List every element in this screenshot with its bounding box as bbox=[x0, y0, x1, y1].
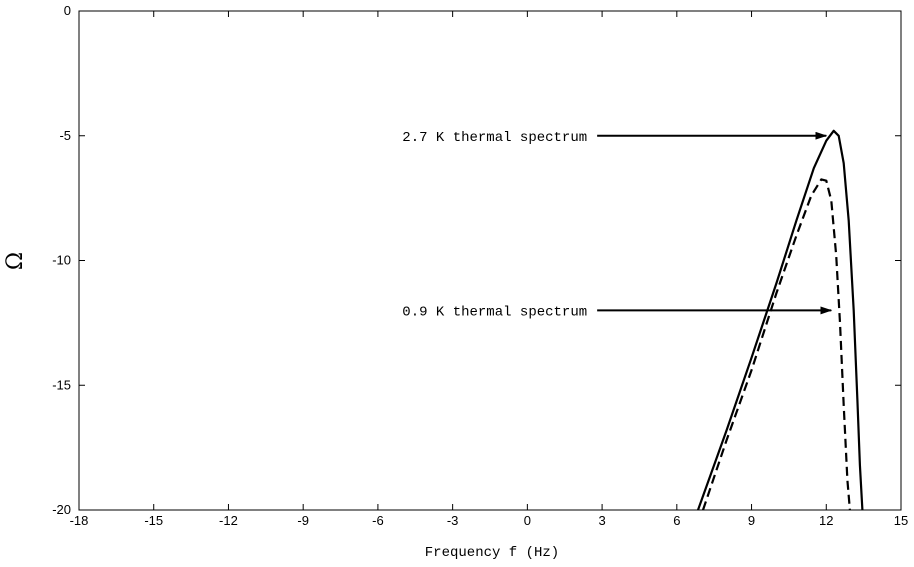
x-axis: -18 -15 -12 -9 -6 -3 0 3 6 9 12 15 bbox=[70, 11, 908, 528]
x-tick-label: -18 bbox=[70, 513, 89, 528]
x-tick-label: 0 bbox=[524, 513, 531, 528]
x-tick-label: 6 bbox=[673, 513, 680, 528]
y-tick-label: -5 bbox=[59, 128, 71, 143]
y-axis-label: Ω bbox=[3, 252, 28, 270]
y-tick-label: -10 bbox=[52, 253, 71, 268]
x-tick-label: 3 bbox=[598, 513, 605, 528]
x-tick-label: -12 bbox=[219, 513, 238, 528]
annotation-label: 0.9 K thermal spectrum bbox=[402, 304, 587, 320]
x-tick-label: 15 bbox=[894, 513, 908, 528]
x-axis-label: Frequency f (Hz) bbox=[425, 545, 559, 561]
x-tick-label: -9 bbox=[297, 513, 309, 528]
plot-area bbox=[78, 10, 902, 511]
series-line-dashed bbox=[701, 178, 851, 511]
x-tick-label: 9 bbox=[748, 513, 755, 528]
series-line-solid bbox=[696, 129, 864, 511]
series-layer bbox=[696, 129, 864, 511]
annotation-label: 2.7 K thermal spectrum bbox=[402, 130, 587, 146]
x-tick-label: -15 bbox=[144, 513, 163, 528]
y-tick-label: -15 bbox=[52, 377, 71, 392]
x-tick-label: 12 bbox=[819, 513, 833, 528]
y-tick-label: -20 bbox=[52, 502, 71, 517]
y-axis: 0 -5 -10 -15 -20 bbox=[52, 3, 901, 517]
annotation-layer: 2.7 K thermal spectrum 0.9 K thermal spec… bbox=[402, 130, 833, 320]
x-tick-label: -6 bbox=[372, 513, 384, 528]
x-tick-label: -3 bbox=[447, 513, 459, 528]
y-tick-label: 0 bbox=[64, 3, 71, 18]
